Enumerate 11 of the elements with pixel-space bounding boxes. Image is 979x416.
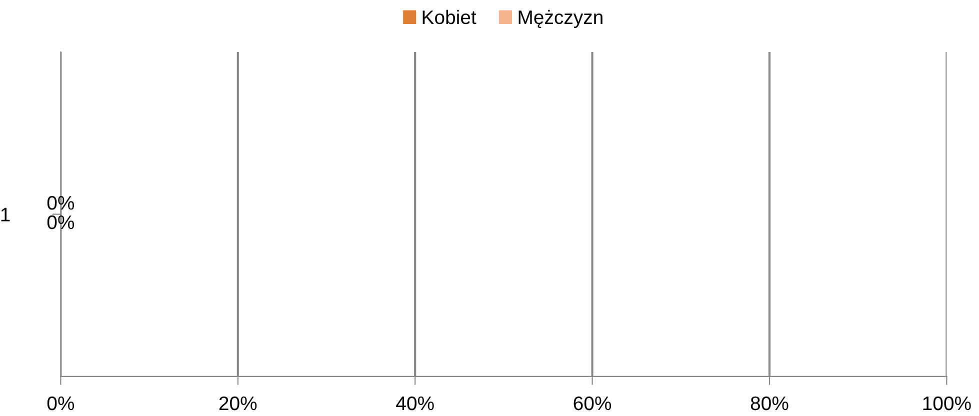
x-tick-label: 80% [750,396,788,410]
x-tick-label: 20% [219,396,257,410]
y-tick-label: 1 [1,208,10,222]
legend-label: Kobiet [422,10,476,24]
x-tick-label: 40% [396,396,434,410]
x-tick-label: 60% [574,396,612,410]
x-tick-label: 100% [923,396,971,410]
x-tick-label: 0% [47,396,74,410]
data-label: 0% [47,196,74,210]
legend-label: Mężczyzn [518,10,602,28]
data-label: 0% [47,215,74,230]
